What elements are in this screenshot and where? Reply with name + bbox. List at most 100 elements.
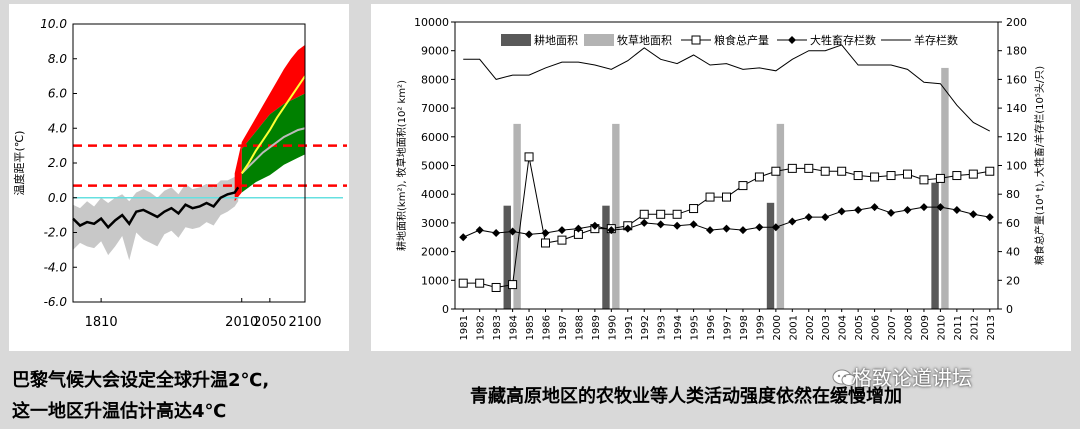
right-xtick-label-1989: 1989 xyxy=(591,315,602,340)
right-ylabel-right: 粮食总产量(10⁴ t), 大牲畜/羊存栏(10⁵头/只) xyxy=(1033,66,1046,265)
projection-mean-line xyxy=(240,75,306,174)
projection-low-line xyxy=(241,127,306,175)
right-ytick-left-label-5: 5000 xyxy=(421,160,449,173)
right-plot-frame xyxy=(454,21,999,310)
grassland-bar-2000 xyxy=(776,123,785,309)
grain-point-2005 xyxy=(853,171,863,181)
livestock-point-1983 xyxy=(492,228,501,237)
grain-point-2009 xyxy=(919,175,929,185)
left-xtick-label-3: 2100 xyxy=(288,315,321,330)
right-xtick-label-2010: 2010 xyxy=(936,315,947,340)
right-ytick-left-label-7: 7000 xyxy=(421,102,449,115)
grain-point-1985 xyxy=(524,152,534,162)
right-ytick-left-label-0: 0 xyxy=(442,303,449,316)
right-ytick-right-label-9: 180 xyxy=(1006,45,1027,58)
right-xtick-label-2009: 2009 xyxy=(920,315,931,340)
right-ytick-right-label-3: 60 xyxy=(1006,217,1020,230)
left-ytick-label-3: 4.0 xyxy=(48,121,67,135)
livestock-point-1987 xyxy=(557,226,566,235)
grain-point-2000 xyxy=(771,166,781,176)
mid-scenario-band xyxy=(241,93,305,193)
left-ytick-label-5: 0.0 xyxy=(48,191,67,205)
right-ytick-right-label-4: 80 xyxy=(1006,188,1020,201)
livestock-point-1996 xyxy=(706,226,715,235)
livestock-point-1985 xyxy=(525,230,534,239)
left-xtick-label-1: 2010 xyxy=(225,315,258,330)
right-xtick-label-2004: 2004 xyxy=(838,315,849,340)
livestock-point-2006 xyxy=(870,203,879,212)
left-caption-line-2: 这一地区升温估计高达4℃ xyxy=(12,401,227,422)
right-ylabel-left: 耕地面积(km²), 牧草地面积(10² km²) xyxy=(395,80,408,251)
livestock-point-1988 xyxy=(574,224,583,233)
left-xtick-label-2: 2050 xyxy=(253,315,286,330)
grain-point-2004 xyxy=(837,166,847,176)
left-ytick-label-2: 6.0 xyxy=(48,87,67,101)
livestock-point-2000 xyxy=(771,223,780,232)
right-xtick-label-2005: 2005 xyxy=(854,315,865,340)
grain-point-1999 xyxy=(754,172,764,182)
cultivated-bar-2000 xyxy=(766,202,775,309)
right-xtick-label-1997: 1997 xyxy=(723,315,734,340)
right-ytick-right-label-7: 140 xyxy=(1006,102,1027,115)
left-ytick-label-6: -2.0 xyxy=(44,226,68,240)
grain-point-2008 xyxy=(903,169,912,179)
right-ytick-right-label-6: 120 xyxy=(1006,131,1027,144)
livestock-point-1993 xyxy=(656,220,665,229)
grain-point-2007 xyxy=(886,171,896,181)
grain-point-1993 xyxy=(656,209,666,219)
grain-point-2003 xyxy=(820,166,830,176)
right-ytick-right-label-5: 100 xyxy=(1006,160,1027,173)
right-xtick-label-2000: 2000 xyxy=(772,315,783,340)
livestock-point-1995 xyxy=(689,220,698,229)
right-ytick-left-label-9: 9000 xyxy=(421,45,449,58)
livestock-point-1982 xyxy=(475,226,484,235)
right-xtick-label-1993: 1993 xyxy=(657,315,668,340)
right-xtick-label-1991: 1991 xyxy=(624,315,635,340)
grassland-bar-1984 xyxy=(513,123,521,309)
grain-point-1986 xyxy=(541,238,550,248)
grain-point-2011 xyxy=(952,171,962,181)
right-xtick-label-1990: 1990 xyxy=(607,315,618,340)
livestock-point-2001 xyxy=(788,217,797,226)
livestock-point-2008 xyxy=(903,205,912,214)
legend-swatch-cultivated xyxy=(501,34,531,46)
grain-point-1996 xyxy=(705,192,715,202)
livestock-point-1986 xyxy=(541,228,550,237)
right-xtick-label-2006: 2006 xyxy=(871,315,882,340)
right-xtick-label-1982: 1982 xyxy=(476,315,487,340)
right-ytick-left-label-10: 10000 xyxy=(414,16,449,29)
cultivated-bar-1984 xyxy=(503,205,511,309)
livestock-point-1992 xyxy=(640,218,649,227)
legend-label-grassland: 牧草地面积 xyxy=(617,33,672,47)
cultivated-bar-1990 xyxy=(602,205,610,309)
right-ytick-left-label-4: 4000 xyxy=(421,188,449,201)
right-ytick-left-label-2: 2000 xyxy=(421,246,449,259)
right-xtick-label-1999: 1999 xyxy=(755,315,766,340)
right-ytick-right-label-8: 160 xyxy=(1006,73,1027,86)
grassland-bar-1990 xyxy=(612,123,620,309)
right-xtick-label-1981: 1981 xyxy=(459,315,470,340)
cultivated-bar-2010 xyxy=(931,182,939,309)
livestock-point-2013 xyxy=(985,213,994,222)
right-ytick-left-label-6: 6000 xyxy=(421,131,449,144)
livestock-point-2005 xyxy=(854,205,863,214)
legend-label-sheep: 羊存栏数 xyxy=(914,33,958,47)
right-xtick-label-1998: 1998 xyxy=(739,315,750,340)
right-xtick-label-1987: 1987 xyxy=(558,315,569,340)
agriculture-activity-chart: 0100020003000400050006000700080009000100… xyxy=(395,16,1046,340)
right-xtick-label-1985: 1985 xyxy=(525,315,536,340)
right-xtick-label-2012: 2012 xyxy=(969,315,980,340)
right-ytick-left-label-3: 3000 xyxy=(421,217,449,230)
livestock-point-2012 xyxy=(969,210,978,219)
livestock-point-2010 xyxy=(936,203,945,212)
right-xtick-label-2001: 2001 xyxy=(788,315,799,340)
right-xtick-label-1986: 1986 xyxy=(542,315,553,340)
livestock-point-1984 xyxy=(508,227,517,236)
left-ytick-label-4: 2.0 xyxy=(48,156,67,170)
right-xtick-label-1988: 1988 xyxy=(574,315,585,340)
right-xtick-label-2007: 2007 xyxy=(887,315,898,340)
livestock-point-2004 xyxy=(837,207,846,216)
right-ytick-left-label-8: 8000 xyxy=(421,73,449,86)
grain-point-1998 xyxy=(738,181,748,191)
